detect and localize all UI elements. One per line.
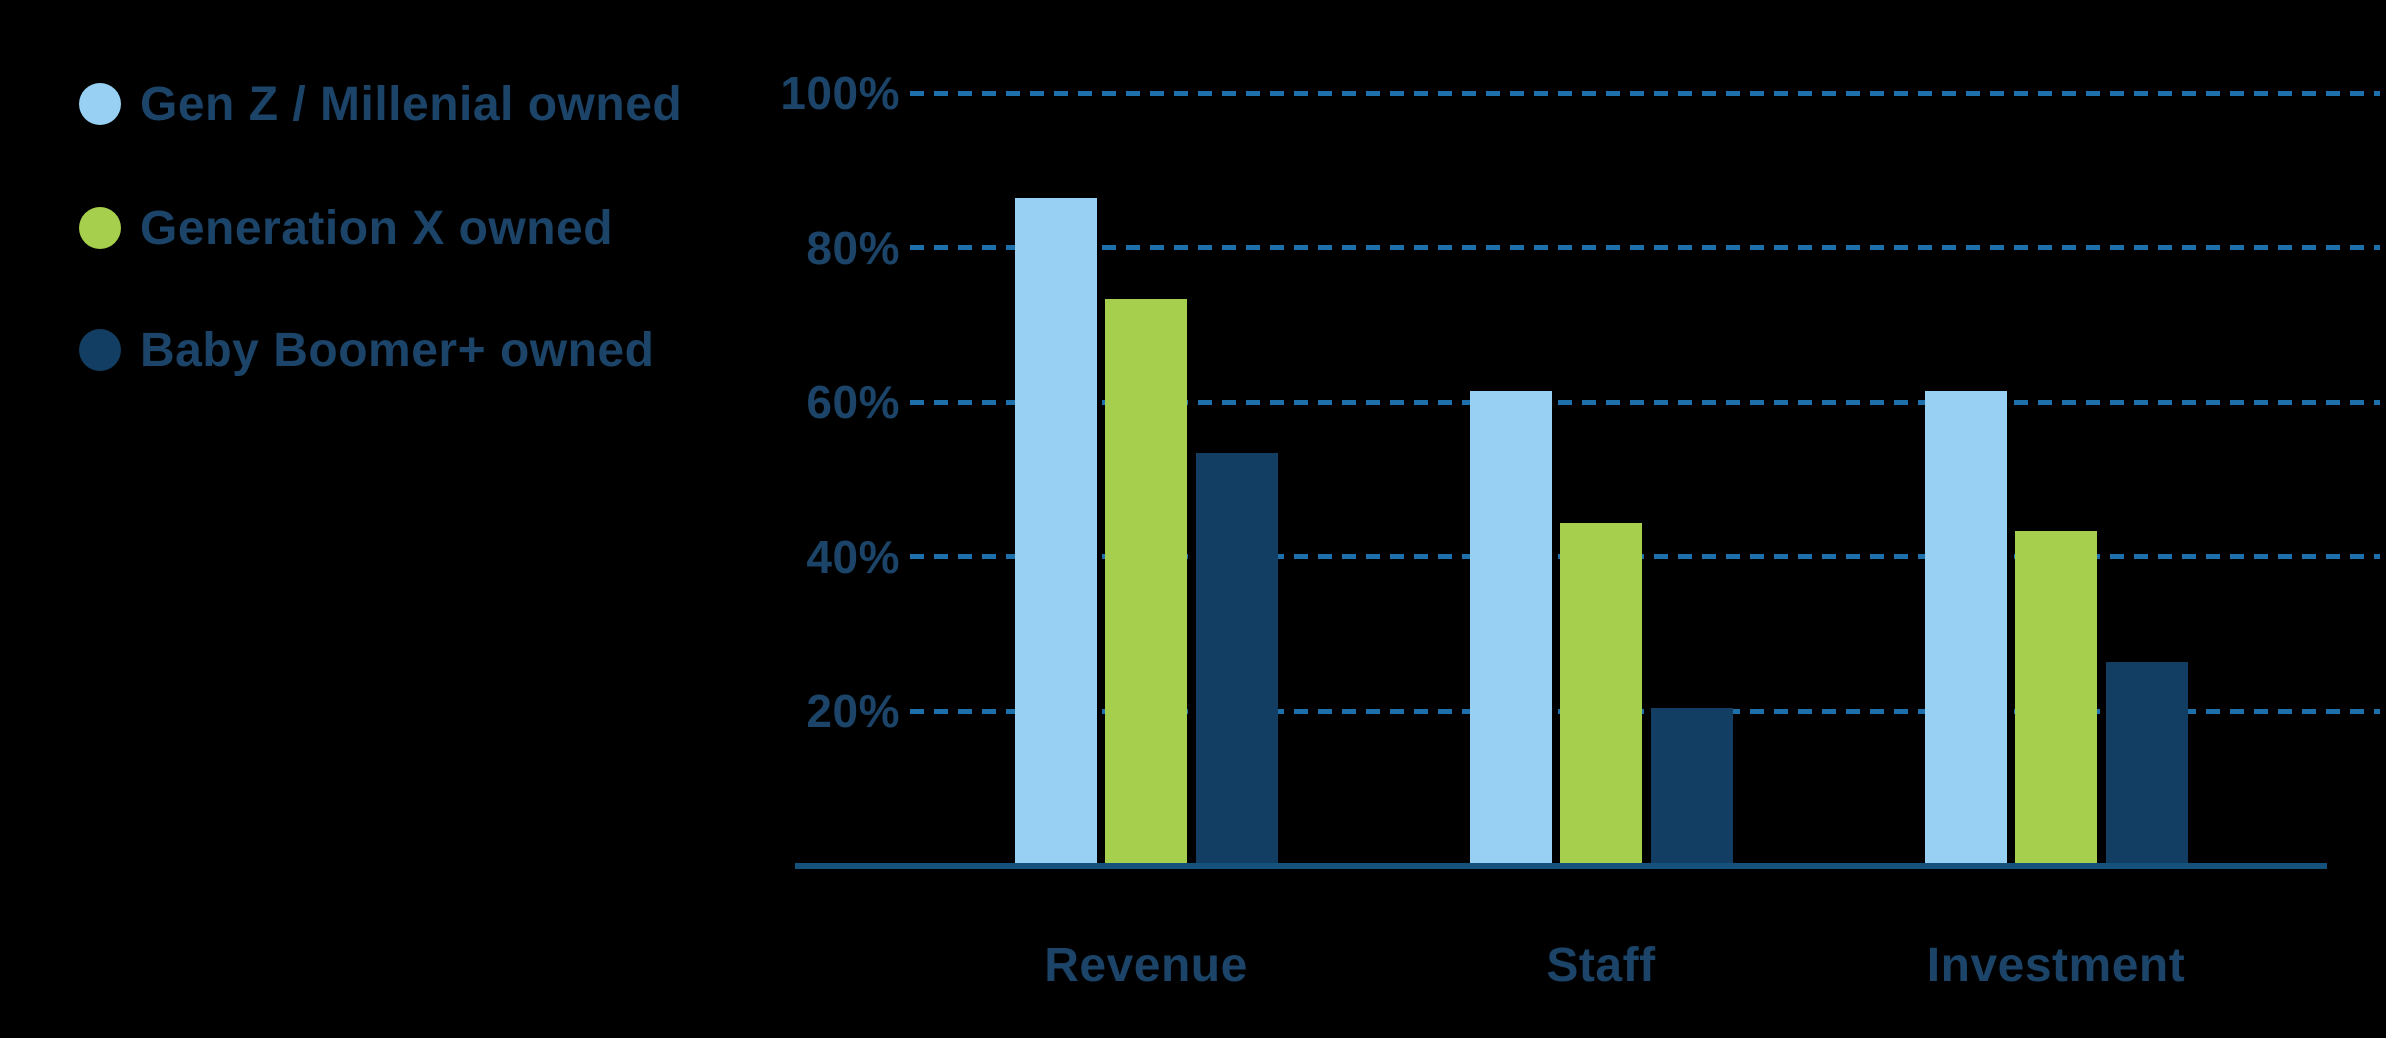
bar-revenue-series-1: [1105, 298, 1187, 863]
category-label-investment: Investment: [1926, 939, 2186, 992]
legend-swatch-icon: [79, 83, 121, 125]
bar-investment-series-1: [2015, 530, 2097, 863]
gridline-100: [910, 90, 2380, 96]
gridline-40: [910, 554, 2380, 560]
gridline-80: [910, 245, 2380, 251]
x-axis-line: [795, 863, 2327, 869]
category-label-staff: Staff: [1546, 939, 1656, 992]
legend-label: Gen Z / Millenial owned: [140, 77, 683, 131]
legend-label: Generation X owned: [140, 201, 614, 255]
gridline-20: [910, 708, 2380, 714]
bar-staff-series-2: [1650, 708, 1733, 863]
ytick-label-80: 80%: [806, 221, 900, 274]
bar-revenue-series-0: [1014, 198, 1097, 863]
category-label-revenue: Revenue: [1044, 939, 1248, 992]
bar-investment-series-2: [2105, 662, 2188, 863]
legend-swatch-icon: [79, 329, 121, 371]
bar-staff-series-1: [1560, 522, 1642, 863]
gridline-60: [910, 399, 2380, 405]
chart-legend: Gen Z / Millenial owned Generation X own…: [79, 0, 719, 420]
legend-label: Baby Boomer+ owned: [140, 323, 655, 377]
bar-revenue-series-2: [1195, 453, 1278, 863]
ytick-label-40: 40%: [806, 530, 900, 583]
legend-item-gen-x: Generation X owned: [79, 198, 613, 258]
ytick-label-60: 60%: [806, 376, 900, 429]
ytick-label-20: 20%: [806, 685, 900, 738]
legend-item-baby-boomer: Baby Boomer+ owned: [79, 320, 654, 380]
legend-swatch-icon: [79, 207, 121, 249]
bar-staff-series-0: [1469, 391, 1552, 863]
bar-investment-series-0: [1924, 391, 2007, 863]
ytick-label-100: 100%: [780, 67, 900, 119]
legend-item-gen-z: Gen Z / Millenial owned: [79, 74, 682, 134]
